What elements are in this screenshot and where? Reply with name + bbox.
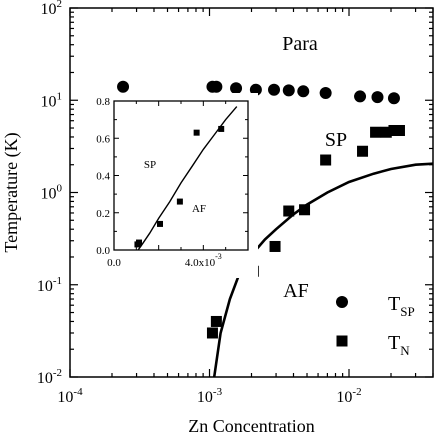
x-tick-label: 10-2 — [336, 386, 361, 406]
tsp-point — [282, 84, 295, 97]
y-tick-label: 10-1 — [37, 275, 62, 295]
tn-point — [269, 240, 281, 252]
y-tick-label: 101 — [41, 90, 63, 110]
legend-label-tn: TN — [388, 332, 410, 358]
tsp-point — [354, 90, 367, 103]
legend-marker-tsp — [336, 296, 348, 308]
tn-point — [388, 124, 400, 136]
x-tick-label: 10-3 — [197, 386, 223, 406]
tsp-point — [319, 86, 332, 99]
inset-x-tick-label: 4.0x10-3 — [185, 252, 222, 269]
inset-tn-point — [176, 198, 183, 205]
tsp-point — [268, 83, 281, 96]
tn-point — [380, 126, 392, 138]
region-label-para: Para — [282, 33, 318, 55]
inset-background — [84, 93, 258, 278]
y-tick-label: 10-2 — [37, 367, 62, 387]
tsp-point — [230, 82, 243, 95]
tsp-point — [387, 92, 400, 105]
tn-point — [370, 126, 382, 138]
inset-tn-point — [136, 239, 143, 246]
region-label-sp: SP — [325, 129, 347, 151]
inset-y-tick-label: 0.4 — [96, 171, 110, 183]
tn-point — [357, 145, 369, 157]
inset-y-tick-label: 0.2 — [96, 208, 110, 220]
tsp-point — [249, 83, 262, 96]
inset-label-af: AF — [192, 203, 206, 215]
legend-label-tsp: TSP — [388, 293, 415, 319]
inset-y-tick-label: 0.0 — [96, 245, 110, 257]
tn-point — [320, 154, 332, 166]
tsp-point — [297, 85, 310, 98]
inset-plot: 0.0 0.2 0.4 0.6 0.8 0.0 4.0x10-3 SP AF — [84, 93, 258, 278]
inset-label-sp: SP — [144, 159, 156, 171]
x-axis-label: Zn Concentration — [188, 416, 314, 436]
inset-x-tick-label: 0.0 — [107, 257, 121, 269]
tn-point — [299, 204, 311, 216]
tn-point — [393, 124, 405, 136]
tsp-point — [210, 80, 223, 93]
tsp-point — [117, 80, 130, 93]
inset-y-tick-label: 0.6 — [96, 133, 110, 145]
tsp-point — [371, 91, 384, 104]
y-axis-label: Temperature (K) — [1, 132, 22, 252]
legend-marker-tn — [336, 335, 348, 347]
inset-y-tick-label: 0.8 — [96, 96, 110, 108]
x-tick-label: 10-4 — [57, 386, 83, 406]
tn-point — [283, 205, 295, 217]
region-label-af: AF — [283, 280, 309, 302]
inset-tn-point — [157, 220, 164, 227]
inset-tn-point — [218, 125, 225, 132]
tn-point — [206, 327, 218, 339]
y-tick-label: 102 — [41, 0, 63, 18]
tn-point — [210, 315, 222, 327]
y-tick-label: 100 — [41, 183, 63, 203]
inset-tn-point — [193, 129, 200, 136]
